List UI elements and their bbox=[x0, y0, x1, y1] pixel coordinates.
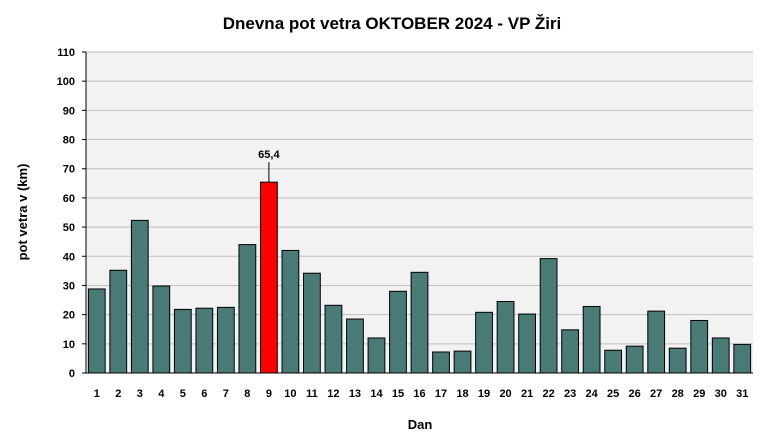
bar bbox=[195, 307, 214, 374]
bar bbox=[432, 351, 450, 374]
bar bbox=[346, 318, 364, 374]
data-labels: 65,4 bbox=[258, 149, 280, 183]
x-tick-label: 9 bbox=[266, 388, 272, 400]
bar bbox=[453, 350, 472, 374]
x-tick-label: 22 bbox=[542, 388, 554, 400]
bar bbox=[475, 311, 493, 374]
x-tick-label: 30 bbox=[715, 388, 727, 400]
axes bbox=[85, 52, 753, 374]
bar bbox=[561, 329, 580, 374]
y-tick-label: 70 bbox=[63, 164, 75, 176]
x-tick-label: 23 bbox=[564, 388, 576, 400]
x-tick-labels: 1 2 3 4 5 6 7 8 9 10 11 12 13 14 15 16 17 18 19 20 21 22 23 24 2… bbox=[94, 388, 749, 400]
x-axis-label: Dan bbox=[408, 417, 433, 432]
y-tick-label: 30 bbox=[63, 280, 75, 292]
bar bbox=[324, 304, 343, 374]
x-tick-label: 7 bbox=[223, 388, 229, 400]
chart-title: Dnevna pot vetra OKTOBER 2024 - VP Žiri bbox=[223, 14, 562, 33]
bar bbox=[496, 301, 515, 374]
x-tick-label: 3 bbox=[137, 388, 143, 400]
bar bbox=[238, 244, 257, 374]
x-tick-label: 27 bbox=[650, 388, 662, 400]
y-tick-label: 0 bbox=[69, 368, 75, 380]
bar bbox=[647, 310, 666, 374]
bar bbox=[281, 249, 300, 374]
y-tick-label: 100 bbox=[57, 76, 75, 88]
bars bbox=[87, 181, 752, 374]
x-tick-label: 14 bbox=[370, 388, 383, 400]
x-tick-label: 20 bbox=[499, 388, 511, 400]
x-tick-label: 11 bbox=[306, 388, 318, 400]
x-tick-label: 28 bbox=[672, 388, 684, 400]
bar bbox=[367, 337, 386, 374]
bar bbox=[303, 272, 321, 374]
x-tick-label: 16 bbox=[413, 388, 425, 400]
x-tick-label: 17 bbox=[435, 388, 447, 400]
x-tick-label: 1 bbox=[94, 388, 100, 400]
bar bbox=[152, 285, 171, 374]
y-tick-label: 110 bbox=[57, 47, 75, 59]
x-tick-label: 4 bbox=[158, 388, 165, 400]
x-tick-label: 31 bbox=[736, 388, 748, 400]
bar bbox=[389, 290, 407, 374]
y-tick-label: 40 bbox=[63, 251, 75, 263]
bar bbox=[410, 271, 429, 374]
data-label: 65,4 bbox=[258, 149, 280, 161]
bar-highlight bbox=[259, 181, 278, 374]
bar bbox=[87, 288, 106, 374]
x-tick-label: 21 bbox=[521, 388, 533, 400]
bar bbox=[625, 345, 644, 374]
x-tick-label: 19 bbox=[478, 388, 490, 400]
bar bbox=[539, 258, 558, 374]
bar bbox=[130, 219, 149, 374]
y-tick-label: 50 bbox=[63, 222, 75, 234]
bar bbox=[109, 269, 128, 374]
x-tick-label: 15 bbox=[392, 388, 404, 400]
x-tick-label: 13 bbox=[349, 388, 361, 400]
bar bbox=[690, 319, 709, 374]
x-tick-label: 18 bbox=[456, 388, 468, 400]
x-tick-label: 12 bbox=[327, 388, 339, 400]
bar bbox=[173, 308, 192, 374]
bar bbox=[216, 306, 235, 374]
y-tick-label: 60 bbox=[63, 193, 75, 205]
y-tick-labels: 0 10 20 30 40 50 60 70 80 90 100 110 bbox=[57, 47, 75, 380]
x-tick-label: 2 bbox=[115, 388, 121, 400]
bar bbox=[711, 337, 730, 374]
x-tick-label: 6 bbox=[201, 388, 207, 400]
x-tick-label: 8 bbox=[244, 388, 250, 400]
bar bbox=[582, 305, 601, 374]
x-tick-label: 10 bbox=[284, 388, 296, 400]
x-tick-label: 25 bbox=[607, 388, 619, 400]
y-tick-label: 80 bbox=[63, 135, 75, 147]
x-tick-label: 5 bbox=[180, 388, 186, 400]
x-tick-label: 29 bbox=[693, 388, 705, 400]
bar bbox=[733, 343, 752, 374]
y-tick-label: 90 bbox=[63, 105, 75, 117]
x-tick-label: 24 bbox=[586, 388, 599, 400]
bar bbox=[518, 313, 536, 374]
y-tick-label: 10 bbox=[63, 339, 75, 351]
bar bbox=[668, 347, 687, 374]
bar bbox=[604, 349, 623, 374]
y-axis-label: pot vetra v (km) bbox=[15, 164, 30, 261]
y-tick-label: 20 bbox=[63, 310, 75, 322]
x-tick-label: 26 bbox=[629, 388, 641, 400]
